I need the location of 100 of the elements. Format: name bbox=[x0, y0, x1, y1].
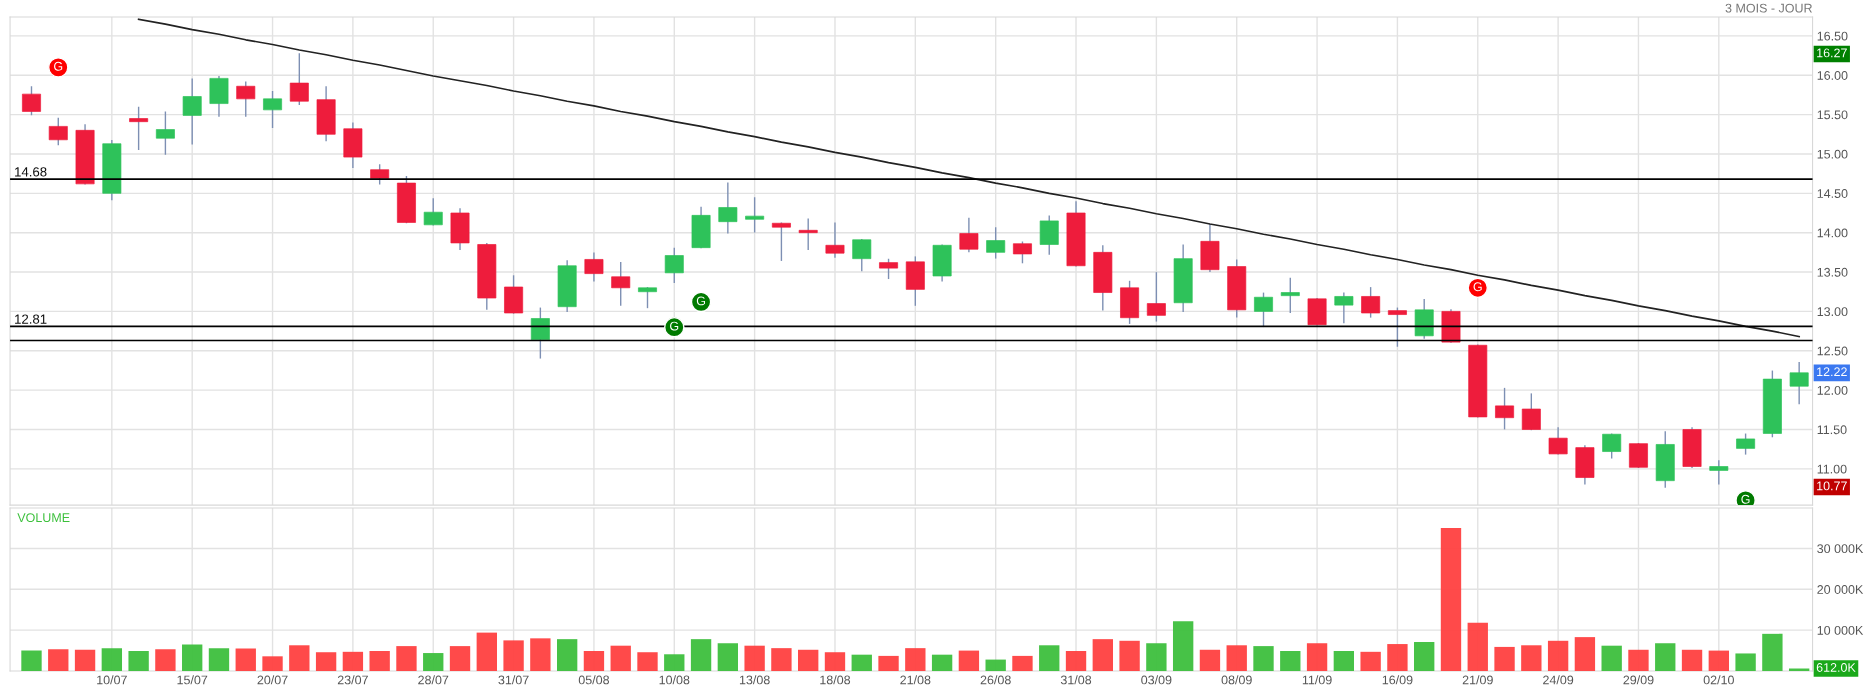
bar bbox=[851, 654, 872, 672]
bar bbox=[342, 651, 364, 672]
bar bbox=[1280, 651, 1301, 672]
x-tick-label: 10/08 bbox=[659, 675, 690, 685]
x-tick-label: 10/07 bbox=[97, 675, 127, 685]
x-tick-label: 08/09 bbox=[1221, 675, 1252, 685]
candlestick bbox=[1548, 427, 1568, 455]
bar bbox=[905, 648, 926, 672]
x-tick-label: 05/08 bbox=[578, 675, 610, 685]
candlestick bbox=[745, 197, 765, 233]
y-tick-label: 13.50 bbox=[1817, 267, 1848, 277]
candlestick bbox=[584, 252, 604, 282]
bar bbox=[1467, 622, 1488, 672]
candlestick bbox=[959, 217, 979, 253]
x-tick-label: 29/09 bbox=[1623, 675, 1654, 685]
bar bbox=[556, 639, 578, 672]
bar bbox=[878, 655, 899, 672]
x-tick-label: 20/07 bbox=[257, 675, 288, 685]
bar bbox=[1708, 650, 1729, 672]
bar bbox=[958, 650, 980, 672]
candlestick bbox=[852, 239, 872, 272]
ref-line-label: 12.81 bbox=[15, 314, 47, 324]
candlestick bbox=[611, 261, 631, 306]
candlestick bbox=[638, 287, 657, 309]
bar bbox=[1039, 645, 1060, 672]
bar bbox=[1333, 651, 1355, 672]
bar bbox=[1092, 639, 1113, 672]
bar bbox=[369, 651, 390, 672]
candlestick bbox=[1013, 241, 1032, 264]
bar bbox=[503, 640, 524, 672]
bar bbox=[690, 639, 712, 672]
candlestick bbox=[825, 222, 845, 258]
bar bbox=[1735, 653, 1756, 672]
bar bbox=[289, 645, 310, 672]
bar bbox=[610, 645, 631, 672]
data-label: G bbox=[1473, 282, 1482, 292]
bar bbox=[1574, 637, 1596, 672]
candlestick bbox=[771, 222, 791, 261]
x-tick-label: 21/09 bbox=[1462, 675, 1493, 685]
bar bbox=[1414, 642, 1435, 672]
bar bbox=[21, 650, 42, 672]
x-tick-label: 31/08 bbox=[1060, 675, 1092, 685]
bar bbox=[262, 656, 283, 672]
bar bbox=[1306, 643, 1328, 672]
bar bbox=[1547, 640, 1569, 672]
chart-title: VOLUME bbox=[17, 513, 70, 523]
x-tick-label: 11/09 bbox=[1302, 675, 1332, 685]
bar bbox=[1494, 646, 1515, 672]
bar bbox=[664, 654, 685, 672]
bar bbox=[771, 648, 792, 672]
annotation: 12.22 bbox=[1817, 367, 1847, 377]
bar bbox=[182, 644, 203, 672]
bar bbox=[1226, 645, 1247, 672]
candlestick bbox=[1280, 277, 1300, 313]
bar bbox=[396, 646, 417, 672]
bar bbox=[1762, 633, 1783, 672]
bar bbox=[931, 654, 953, 672]
candlestick bbox=[289, 53, 309, 106]
bar bbox=[208, 648, 230, 672]
x-tick-label: 26/08 bbox=[980, 675, 1011, 685]
bar bbox=[315, 652, 337, 672]
bar bbox=[48, 649, 69, 672]
x-tick-label: 13/08 bbox=[739, 675, 770, 685]
candlestick bbox=[718, 182, 738, 234]
candlestick bbox=[879, 258, 898, 280]
candlestick bbox=[1602, 433, 1622, 459]
y-tick-label: 12.50 bbox=[1817, 346, 1848, 356]
bar bbox=[1628, 649, 1649, 672]
x-tick-label: 24/09 bbox=[1543, 675, 1574, 685]
bar bbox=[824, 652, 846, 672]
bar bbox=[583, 651, 605, 672]
candlestick bbox=[986, 227, 1006, 259]
candlestick bbox=[1736, 433, 1756, 455]
line-series bbox=[137, 18, 1800, 338]
candlestick bbox=[48, 117, 68, 146]
y-tick-label: 14.00 bbox=[1817, 228, 1848, 238]
candlestick bbox=[1254, 292, 1273, 328]
x-tick-label: 18/08 bbox=[820, 675, 851, 685]
candlestick bbox=[530, 307, 550, 359]
candlestick bbox=[664, 247, 684, 283]
bar bbox=[1012, 655, 1033, 672]
y-tick-label: 15.50 bbox=[1817, 110, 1848, 120]
x-tick-label: 21/08 bbox=[900, 675, 931, 685]
candlestick bbox=[370, 164, 390, 185]
y-tick-label: 15.00 bbox=[1817, 149, 1848, 159]
x-tick-label: 31/07 bbox=[498, 675, 529, 685]
y-tick-label: 14.50 bbox=[1817, 189, 1848, 198]
bar bbox=[155, 649, 176, 672]
candlestick bbox=[1039, 215, 1059, 255]
candlestick bbox=[1521, 393, 1541, 431]
candlestick bbox=[1334, 292, 1354, 324]
y-tick-label: 16.50 bbox=[1817, 31, 1848, 41]
ref-line-label: 14.68 bbox=[15, 167, 47, 177]
y-tick-label: 11.00 bbox=[1817, 464, 1847, 474]
bar bbox=[637, 652, 658, 672]
bar bbox=[1360, 651, 1381, 672]
bar bbox=[449, 646, 471, 672]
y-tick-label: 11.50 bbox=[1817, 425, 1847, 435]
bar bbox=[1601, 645, 1622, 672]
candlestick bbox=[1709, 460, 1729, 485]
